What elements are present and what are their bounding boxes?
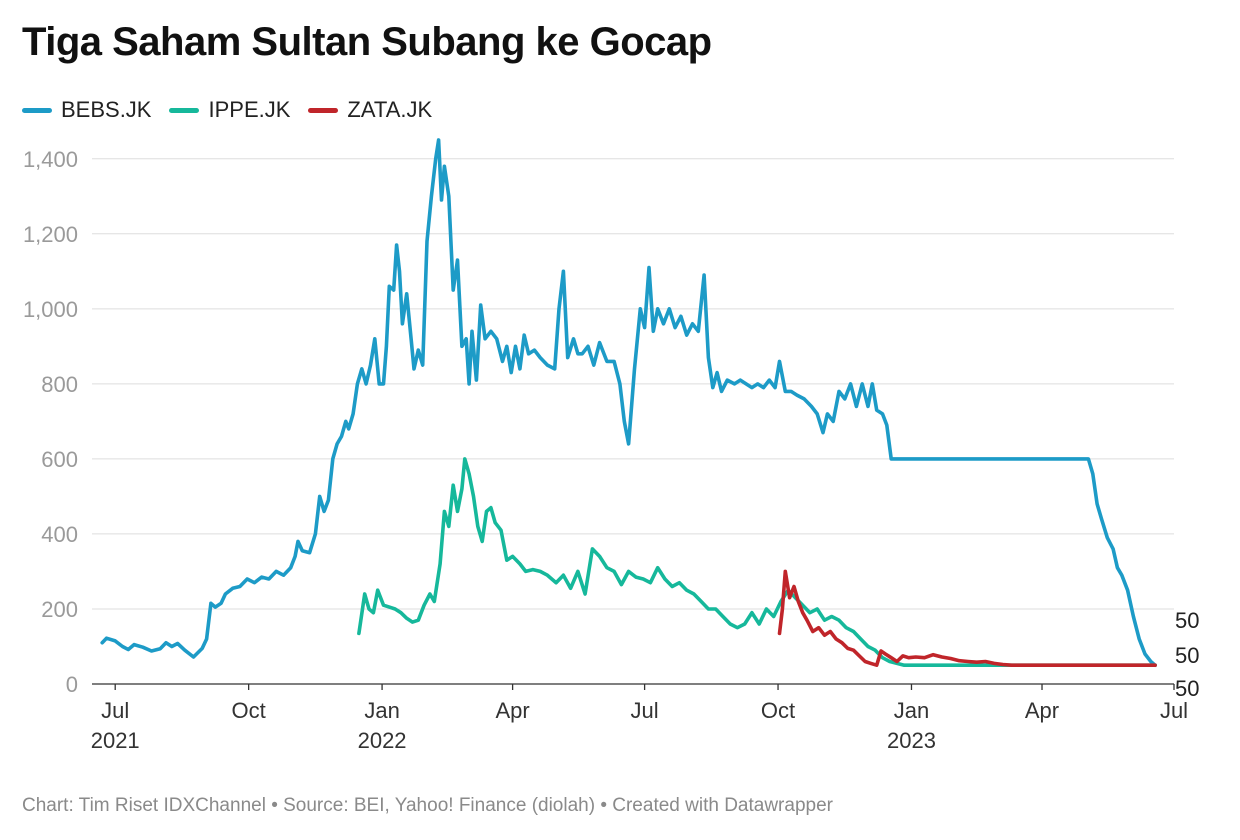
legend-item-bebs: BEBS.JK — [22, 97, 151, 123]
legend-label-bebs: BEBS.JK — [61, 97, 152, 122]
y-tick-label: 600 — [41, 447, 78, 472]
legend-item-ippe: IPPE.JK — [169, 97, 290, 123]
y-tick-label: 1,000 — [23, 297, 78, 322]
x-tick-label: Jul — [631, 698, 659, 723]
y-tick-label: 200 — [41, 597, 78, 622]
y-tick-label: 1,200 — [23, 222, 78, 247]
legend: BEBS.JK IPPE.JK ZATA.JK — [22, 97, 450, 123]
chart-title: Tiga Saham Sultan Subang ke Gocap — [22, 20, 712, 64]
legend-swatch-zata — [308, 107, 339, 113]
chart-footer: Chart: Tim Riset IDXChannel • Source: BE… — [22, 795, 833, 816]
x-tick-year-label: 2023 — [887, 728, 936, 753]
x-tick-label: Jan — [894, 698, 929, 723]
x-tick-label: Jul — [1160, 698, 1188, 723]
x-tick-year-label: 2022 — [358, 728, 407, 753]
y-tick-label: 800 — [41, 372, 78, 397]
x-tick-label: Oct — [232, 698, 266, 723]
y-tick-label: 0 — [66, 672, 78, 697]
legend-label-ippe: IPPE.JK — [208, 97, 291, 122]
end-value-label: 50 — [1175, 676, 1199, 701]
legend-swatch-ippe — [169, 107, 200, 113]
y-tick-label: 400 — [41, 522, 78, 547]
x-tick-label: Jul — [101, 698, 129, 723]
end-value-label: 50 — [1175, 608, 1199, 633]
x-tick-label: Jan — [364, 698, 399, 723]
legend-swatch-bebs — [22, 107, 52, 113]
x-tick-label: Oct — [761, 698, 795, 723]
legend-item-zata: ZATA.JK — [308, 97, 432, 123]
series-line-bebs-jk — [100, 138, 1157, 667]
legend-label-zata: ZATA.JK — [347, 97, 433, 122]
end-value-label: 50 — [1175, 643, 1199, 668]
x-tick-label: Apr — [1025, 698, 1059, 723]
series-line-ippe-jk — [357, 457, 1157, 667]
x-tick-year-label: 2021 — [91, 728, 140, 753]
y-tick-label: 1,400 — [23, 147, 78, 172]
series-line-zata-jk — [777, 569, 1157, 667]
x-tick-label: Apr — [495, 698, 529, 723]
